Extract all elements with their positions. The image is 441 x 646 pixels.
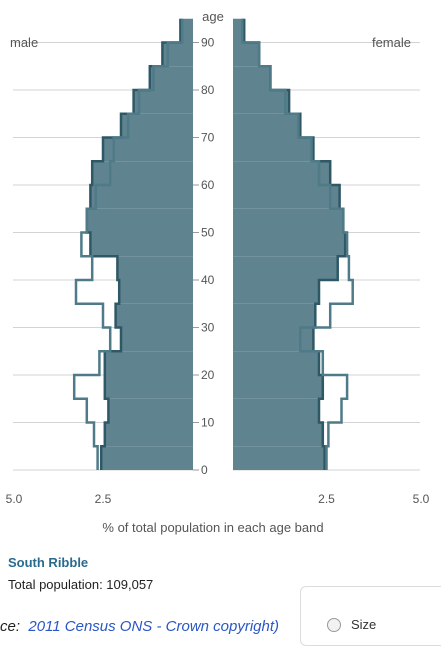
bar-female-90	[233, 18, 245, 43]
outline-male-series-1	[72, 18, 184, 470]
x-tick-3: 5.0	[413, 492, 430, 506]
bar-male-55	[90, 185, 193, 209]
bar-male-25	[121, 327, 193, 352]
bar-female-40	[233, 256, 338, 280]
x-axis-label: % of total population in each age band	[102, 520, 323, 535]
bar-male-5	[104, 422, 193, 447]
area-name: South Ribble	[8, 555, 89, 570]
total-population: Total population: 109,057	[8, 577, 154, 592]
bar-female-70	[233, 113, 301, 138]
outline-female-series-1	[241, 18, 354, 470]
age-tick-40: 40	[201, 273, 215, 287]
bar-male-50	[86, 208, 193, 233]
age-tick-10: 10	[201, 416, 215, 430]
bar-male-30	[115, 303, 193, 328]
population-pyramid-chart: 0 10 20 30 40 50 60 70 80 90 5.0 2.5 2.5 5.0 age mal…	[6, 9, 430, 535]
bar-male-90	[180, 18, 193, 43]
bar-male-0	[101, 446, 193, 470]
outline-female-series-0	[242, 18, 347, 470]
bar-male-40	[117, 256, 193, 280]
age-tick-90: 90	[201, 36, 215, 50]
bar-female-65	[233, 137, 314, 162]
bar-female-0	[233, 446, 325, 470]
size-label: Size	[351, 617, 377, 632]
bar-female-35	[233, 280, 320, 304]
bar-female-45	[233, 232, 346, 257]
age-tick-70: 70	[201, 131, 215, 145]
bar-female-10	[233, 398, 320, 423]
bar-male-80	[149, 66, 193, 90]
outline-male-series-0	[85, 18, 182, 470]
comparison-outlines	[72, 18, 354, 470]
size-radio[interactable]	[327, 618, 341, 632]
bar-female-75	[233, 90, 290, 114]
y-axis-label: age	[202, 9, 224, 24]
bar-male-75	[133, 90, 193, 114]
bar-female-60	[233, 161, 331, 185]
age-tick-0: 0	[201, 463, 208, 477]
female-bars	[233, 18, 346, 470]
options-panel	[300, 586, 441, 646]
bar-male-15	[104, 375, 193, 399]
bar-female-15	[233, 375, 323, 399]
bar-female-50	[233, 208, 344, 233]
source-link[interactable]: 2011 Census ONS - Crown copyright)	[28, 618, 280, 635]
age-tick-50: 50	[201, 226, 215, 240]
bar-female-25	[233, 327, 314, 352]
x-tick-2: 2.5	[318, 492, 335, 506]
bar-female-20	[233, 351, 320, 375]
bar-male-10	[108, 398, 193, 423]
female-label: female	[372, 35, 411, 50]
bar-male-45	[90, 232, 193, 257]
x-tick-0: 5.0	[6, 492, 23, 506]
source-prefix: ce:	[0, 618, 21, 635]
bar-male-35	[119, 280, 193, 304]
age-tick-30: 30	[201, 321, 215, 335]
bar-male-85	[162, 42, 193, 67]
bar-female-30	[233, 303, 316, 328]
male-bars	[86, 18, 193, 470]
bar-female-5	[233, 422, 323, 447]
age-tick-20: 20	[201, 368, 215, 382]
age-tick-60: 60	[201, 178, 215, 192]
age-tick-labels: 0 10 20 30 40 50 60 70 80 90	[193, 36, 215, 477]
bar-male-60	[92, 161, 193, 185]
x-tick-labels: 5.0 2.5 2.5 5.0	[6, 492, 430, 506]
bar-male-65	[103, 137, 193, 162]
bar-female-80	[233, 66, 271, 90]
bar-female-85	[233, 42, 260, 67]
bar-female-55	[233, 185, 340, 209]
age-tick-80: 80	[201, 83, 215, 97]
bar-male-70	[121, 113, 193, 138]
x-tick-1: 2.5	[95, 492, 112, 506]
bar-male-20	[104, 351, 193, 375]
male-label: male	[10, 35, 38, 50]
source-line: ce: 2011 Census ONS - Crown copyright)	[0, 618, 279, 635]
